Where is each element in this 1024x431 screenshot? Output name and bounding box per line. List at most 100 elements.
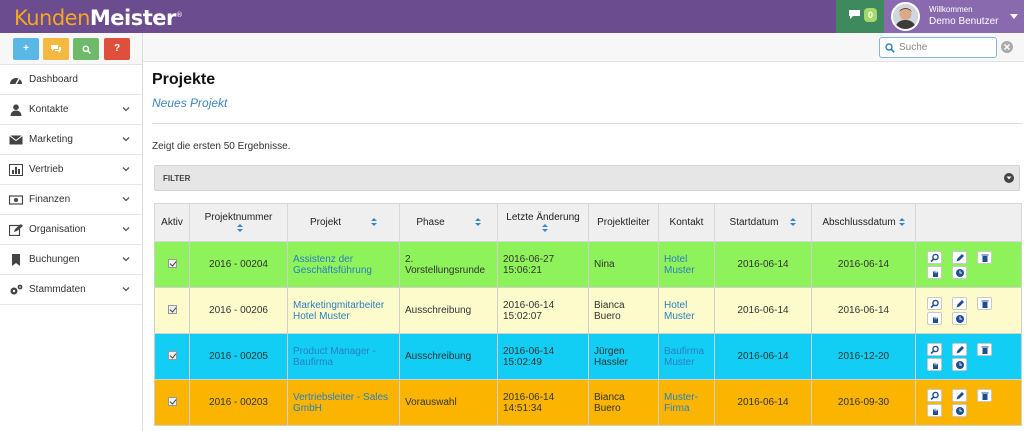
history-button[interactable] xyxy=(952,265,967,279)
search-icon xyxy=(82,45,91,54)
delete-icon xyxy=(981,254,989,262)
quick-help-button[interactable]: ? xyxy=(104,38,130,60)
search-input[interactable] xyxy=(879,37,997,58)
edit-button[interactable] xyxy=(952,342,967,356)
table-row[interactable]: 2016 - 00204 Assistenz der Geschäftsführ… xyxy=(154,241,1022,288)
sidebar-item-vertrieb[interactable]: Vertrieb xyxy=(0,155,142,185)
edit-button[interactable] xyxy=(952,388,967,402)
column-header-letzte-aenderung[interactable]: Letzte Änderung xyxy=(497,203,589,242)
view-button[interactable] xyxy=(927,296,942,310)
results-count-text: Zeigt die ersten 50 Ergebnisse. xyxy=(152,141,291,152)
quick-search-button[interactable] xyxy=(73,38,99,60)
cell-projekt[interactable]: Marketingmitarbeiter Hotel Muster xyxy=(287,287,400,334)
active-checkbox[interactable] xyxy=(167,304,177,314)
close-icon[interactable] xyxy=(1001,41,1013,53)
cell-startdatum: 2016-06-14 xyxy=(714,287,812,334)
edit-button[interactable] xyxy=(952,250,967,264)
sidebar-item-kontakte[interactable]: Kontakte xyxy=(0,95,142,125)
user-menu[interactable]: Willkommen Demo Benutzer xyxy=(884,0,1024,33)
cell-projektleiter: Jürgen Hassler xyxy=(588,333,659,380)
history-button[interactable] xyxy=(952,311,967,325)
delete-icon xyxy=(981,346,989,354)
column-header-aktiv[interactable]: Aktiv xyxy=(154,203,190,242)
cell-phase: 2. Vorstellungsrunde xyxy=(399,241,498,288)
cell-kontakt[interactable]: Hotel Muster xyxy=(658,287,715,334)
cell-aktiv[interactable] xyxy=(154,241,190,288)
grab-button[interactable] xyxy=(927,357,942,371)
view-button[interactable] xyxy=(927,342,942,356)
sidebar-item-finanzen[interactable]: Finanzen xyxy=(0,185,142,215)
cell-actions xyxy=(915,287,1022,334)
cell-projektleiter: Nina xyxy=(588,241,659,288)
column-header-projekt[interactable]: Projekt xyxy=(287,203,400,242)
column-header-startdatum[interactable]: Startdatum xyxy=(714,203,812,242)
cell-projekt[interactable]: Assistenz der Geschäftsführung xyxy=(287,241,400,288)
chevron-down-icon xyxy=(122,227,130,232)
cell-aktiv[interactable] xyxy=(154,379,190,426)
grab-button[interactable] xyxy=(927,403,942,417)
edit-button[interactable] xyxy=(952,296,967,310)
chevron-down-icon xyxy=(122,137,130,142)
active-checkbox[interactable] xyxy=(167,350,177,360)
contact-link[interactable]: Hotel Muster xyxy=(664,253,695,276)
contact-link[interactable]: Muster-Firma xyxy=(664,391,698,414)
delete-icon xyxy=(981,300,989,308)
cell-projektleiter: Bianca Buero xyxy=(588,287,659,334)
grab-button[interactable] xyxy=(927,311,942,325)
column-header-kontakt[interactable]: Kontakt xyxy=(658,203,715,242)
edit-icon xyxy=(956,299,964,307)
cell-aktiv[interactable] xyxy=(154,333,190,380)
clock-icon xyxy=(956,406,964,415)
delete-button[interactable] xyxy=(977,296,992,310)
filter-panel-toggle[interactable]: FILTER xyxy=(154,165,1020,191)
cell-actions xyxy=(915,333,1022,380)
cell-projekt[interactable]: Vertriebsleiter - Sales GmbH xyxy=(287,379,400,426)
sidebar-item-organisation[interactable]: Organisation xyxy=(0,215,142,245)
cell-kontakt[interactable]: Muster-Firma xyxy=(658,379,715,426)
edit-icon xyxy=(956,345,964,353)
table-row[interactable]: 2016 - 00205 Product Manager - Baufirma … xyxy=(154,333,1022,380)
contact-link[interactable]: Hotel Muster xyxy=(664,299,695,322)
project-link[interactable]: Product Manager - Baufirma xyxy=(293,345,376,368)
contact-link[interactable]: Baufirma Muster xyxy=(664,345,705,368)
sidebar-item-marketing[interactable]: Marketing xyxy=(0,125,142,155)
active-checkbox[interactable] xyxy=(167,258,177,268)
cell-aktiv[interactable] xyxy=(154,287,190,334)
history-button[interactable] xyxy=(952,357,967,371)
delete-button[interactable] xyxy=(977,342,992,356)
column-header-projektleiter[interactable]: Projektleiter xyxy=(588,203,659,242)
chat-icon xyxy=(849,10,860,19)
table-row[interactable]: 2016 - 00203 Vertriebsleiter - Sales Gmb… xyxy=(154,379,1022,426)
project-link[interactable]: Vertriebsleiter - Sales GmbH xyxy=(293,391,389,414)
cell-kontakt[interactable]: Hotel Muster xyxy=(658,241,715,288)
delete-button[interactable] xyxy=(977,388,992,402)
quick-add-button[interactable]: + xyxy=(13,38,39,60)
delete-button[interactable] xyxy=(977,250,992,264)
column-header-abschlussdatum[interactable]: Abschlussdatum xyxy=(811,203,916,242)
sidebar-item-label: Buchungen xyxy=(29,254,80,265)
messages-button[interactable]: 0 xyxy=(836,0,884,33)
view-button[interactable] xyxy=(927,250,942,264)
view-button[interactable] xyxy=(927,388,942,402)
caret-down-icon[interactable] xyxy=(1010,14,1018,19)
table-header-row: Aktiv Projektnummer Projekt Phase Letzte… xyxy=(154,203,1022,242)
cell-projekt[interactable]: Product Manager - Baufirma xyxy=(287,333,400,380)
sidebar-item-stammdaten[interactable]: Stammdaten xyxy=(0,275,142,305)
column-header-projektnummer[interactable]: Projektnummer xyxy=(189,203,288,242)
grab-button[interactable] xyxy=(927,265,942,279)
sidebar-item-buchungen[interactable]: Buchungen xyxy=(0,245,142,275)
project-link[interactable]: Assistenz der Geschäftsführung xyxy=(293,253,372,276)
column-header-phase[interactable]: Phase xyxy=(399,203,498,242)
table-row[interactable]: 2016 - 00206 Marketingmitarbeiter Hotel … xyxy=(154,287,1022,334)
history-button[interactable] xyxy=(952,403,967,417)
cell-kontakt[interactable]: Baufirma Muster xyxy=(658,333,715,380)
project-link[interactable]: Marketingmitarbeiter Hotel Muster xyxy=(293,299,385,322)
new-project-link[interactable]: Neues Projekt xyxy=(152,96,228,110)
cell-phase: Ausschreibung xyxy=(399,333,498,380)
app-logo[interactable]: KundenMeister® xyxy=(14,6,183,30)
sidebar-item-dashboard[interactable]: Dashboard xyxy=(0,65,142,95)
active-checkbox[interactable] xyxy=(167,396,177,406)
cell-abschlussdatum: 2016-06-14 xyxy=(811,241,916,288)
help-icon: ? xyxy=(113,43,121,54)
quick-chat-button[interactable] xyxy=(43,38,69,60)
